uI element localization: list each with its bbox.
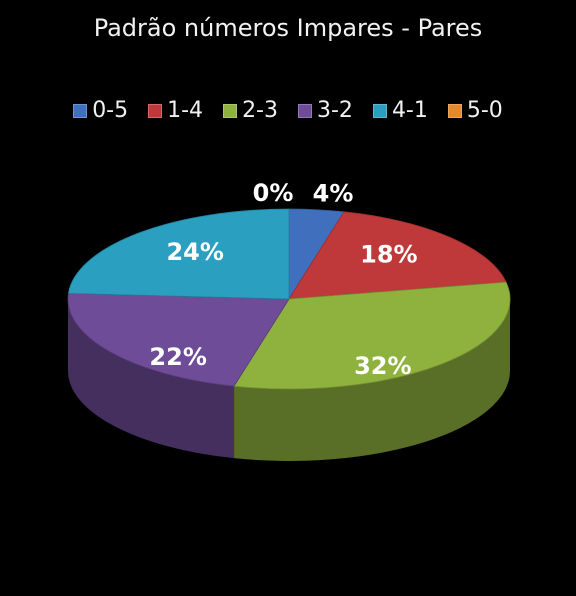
legend-label: 2-3 — [242, 98, 278, 123]
data-label-0-5: 4% — [313, 180, 354, 208]
legend-label: 3-2 — [317, 98, 353, 123]
legend-item-3-2: 3-2 — [298, 98, 353, 123]
chart-title: Padrão números Impares - Pares — [93, 14, 483, 42]
pie-side-3-2 — [67, 299, 235, 459]
legend-label: 0-5 — [92, 98, 129, 123]
pie-sides — [67, 299, 510, 461]
legend-swatch — [73, 103, 88, 118]
pie-slice-2-3 — [233, 281, 511, 390]
chart-legend: 0-5 1-4 2-3 3-2 4-1 5-0 — [0, 98, 576, 123]
legend-swatch — [298, 103, 312, 118]
legend-item-4-1: 4-1 — [372, 98, 428, 123]
pie-slice-3-2 — [67, 292, 290, 387]
data-label-5-0: 0% — [253, 179, 294, 207]
legend-swatch — [223, 103, 238, 118]
legend-swatch — [148, 103, 163, 118]
pie-slice-4-1 — [67, 208, 290, 300]
legend-label: 4-1 — [391, 98, 428, 123]
pie-data-labels: 4% 18% 32% 22% 24% 0% — [149, 179, 417, 380]
legend-swatch — [447, 103, 462, 118]
pie-slices — [67, 208, 511, 390]
pie-slice-1-4 — [288, 211, 507, 300]
data-label-4-1: 24% — [166, 238, 223, 266]
data-label-1-4: 18% — [360, 241, 417, 269]
legend-item-1-4: 1-4 — [148, 98, 203, 123]
legend-item-0-5: 0-5 — [73, 98, 128, 123]
legend-item-5-0: 5-0 — [447, 98, 503, 123]
legend-label: 5-0 — [466, 98, 503, 123]
legend-swatch — [372, 103, 387, 118]
pie-side-2-3 — [234, 299, 510, 461]
data-label-3-2: 22% — [149, 343, 206, 371]
legend-item-2-3: 2-3 — [223, 98, 278, 123]
data-label-2-3: 32% — [354, 352, 411, 380]
legend-label: 1-4 — [167, 98, 204, 123]
